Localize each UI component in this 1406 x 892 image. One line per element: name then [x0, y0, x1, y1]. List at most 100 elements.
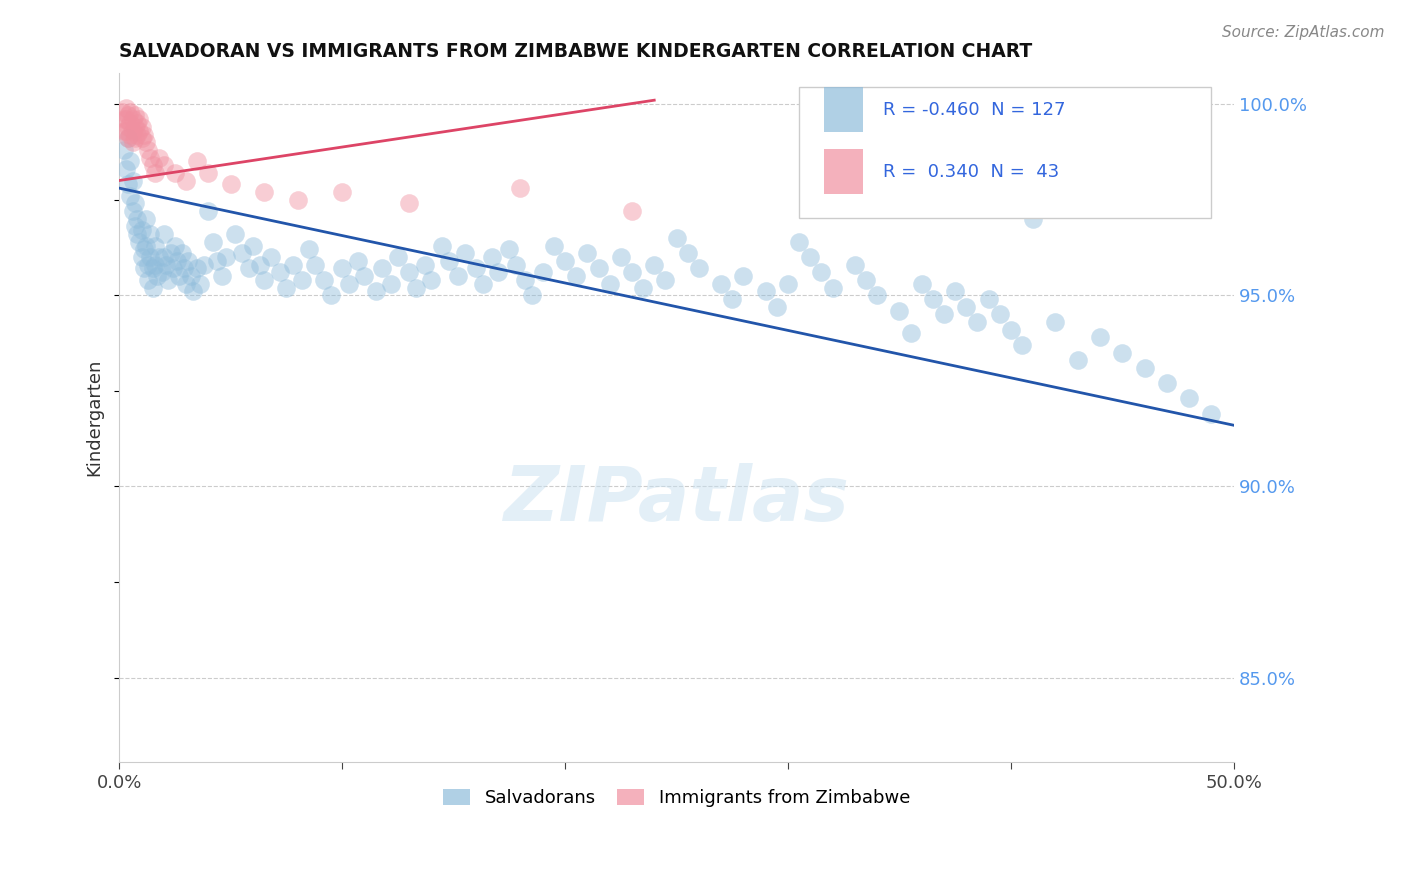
- Point: [112, 124, 135, 138]
- Point: [142, 261, 165, 276]
- Point: [755, 285, 778, 299]
- Point: [143, 166, 166, 180]
- Point: [398, 265, 420, 279]
- Point: [197, 204, 219, 219]
- Point: [139, 227, 162, 241]
- Point: [117, 120, 139, 134]
- Point: [1045, 315, 1067, 329]
- Point: [314, 273, 336, 287]
- Point: [447, 269, 470, 284]
- Point: [153, 250, 176, 264]
- Point: [143, 258, 166, 272]
- Point: [131, 223, 153, 237]
- Point: [1201, 407, 1223, 421]
- Point: [543, 238, 565, 252]
- Point: [135, 135, 157, 149]
- Point: [121, 135, 143, 149]
- Point: [174, 277, 197, 291]
- Point: [688, 261, 710, 276]
- Point: [766, 300, 789, 314]
- Point: [432, 238, 454, 252]
- FancyBboxPatch shape: [799, 87, 1212, 218]
- Point: [142, 158, 165, 172]
- Point: [665, 231, 688, 245]
- Point: [513, 273, 536, 287]
- Point: [413, 258, 436, 272]
- Point: [287, 193, 309, 207]
- Text: ZIPatlas: ZIPatlas: [503, 463, 849, 537]
- Point: [631, 280, 654, 294]
- Point: [120, 128, 142, 142]
- Text: Source: ZipAtlas.com: Source: ZipAtlas.com: [1222, 25, 1385, 40]
- Point: [128, 112, 150, 127]
- Point: [219, 178, 242, 192]
- Point: [932, 307, 955, 321]
- Point: [112, 112, 135, 127]
- Point: [337, 277, 360, 291]
- Point: [169, 269, 191, 284]
- Point: [115, 101, 138, 115]
- Point: [135, 211, 157, 226]
- Point: [224, 227, 246, 241]
- Point: [481, 250, 503, 264]
- Point: [181, 285, 204, 299]
- Point: [117, 131, 139, 145]
- Point: [128, 124, 150, 138]
- Point: [654, 273, 676, 287]
- Point: [733, 269, 755, 284]
- Point: [269, 265, 291, 279]
- Point: [505, 258, 527, 272]
- Point: [291, 273, 314, 287]
- Point: [531, 265, 554, 279]
- Point: [117, 108, 139, 122]
- Point: [844, 258, 866, 272]
- Point: [148, 250, 170, 264]
- Point: [177, 253, 200, 268]
- Point: [180, 269, 202, 284]
- Point: [127, 211, 149, 226]
- Point: [131, 131, 153, 145]
- Point: [124, 108, 146, 122]
- Point: [620, 204, 643, 219]
- Point: [139, 151, 162, 165]
- Point: [155, 258, 177, 272]
- Point: [900, 326, 922, 341]
- Point: [128, 235, 150, 249]
- Point: [112, 143, 135, 157]
- Point: [142, 280, 165, 294]
- Point: [866, 288, 889, 302]
- Point: [148, 151, 170, 165]
- Point: [132, 261, 155, 276]
- Point: [193, 258, 215, 272]
- Point: [387, 250, 409, 264]
- Point: [330, 261, 353, 276]
- Point: [276, 280, 298, 294]
- Point: [231, 246, 253, 260]
- Point: [988, 307, 1011, 321]
- Point: [855, 273, 877, 287]
- Point: [186, 261, 208, 276]
- Point: [159, 246, 181, 260]
- Point: [132, 243, 155, 257]
- Point: [710, 277, 733, 291]
- Point: [115, 161, 138, 176]
- Point: [676, 246, 699, 260]
- Point: [186, 154, 208, 169]
- Point: [620, 265, 643, 279]
- Point: [787, 235, 810, 249]
- Point: [380, 277, 402, 291]
- Point: [889, 303, 911, 318]
- Point: [486, 265, 509, 279]
- Point: [197, 166, 219, 180]
- Point: [135, 238, 157, 252]
- Point: [201, 235, 224, 249]
- Point: [599, 277, 621, 291]
- Point: [1156, 376, 1178, 391]
- FancyBboxPatch shape: [824, 149, 863, 194]
- Point: [163, 238, 186, 252]
- Point: [364, 285, 387, 299]
- Point: [346, 253, 368, 268]
- Point: [211, 269, 233, 284]
- Point: [437, 253, 460, 268]
- Point: [163, 166, 186, 180]
